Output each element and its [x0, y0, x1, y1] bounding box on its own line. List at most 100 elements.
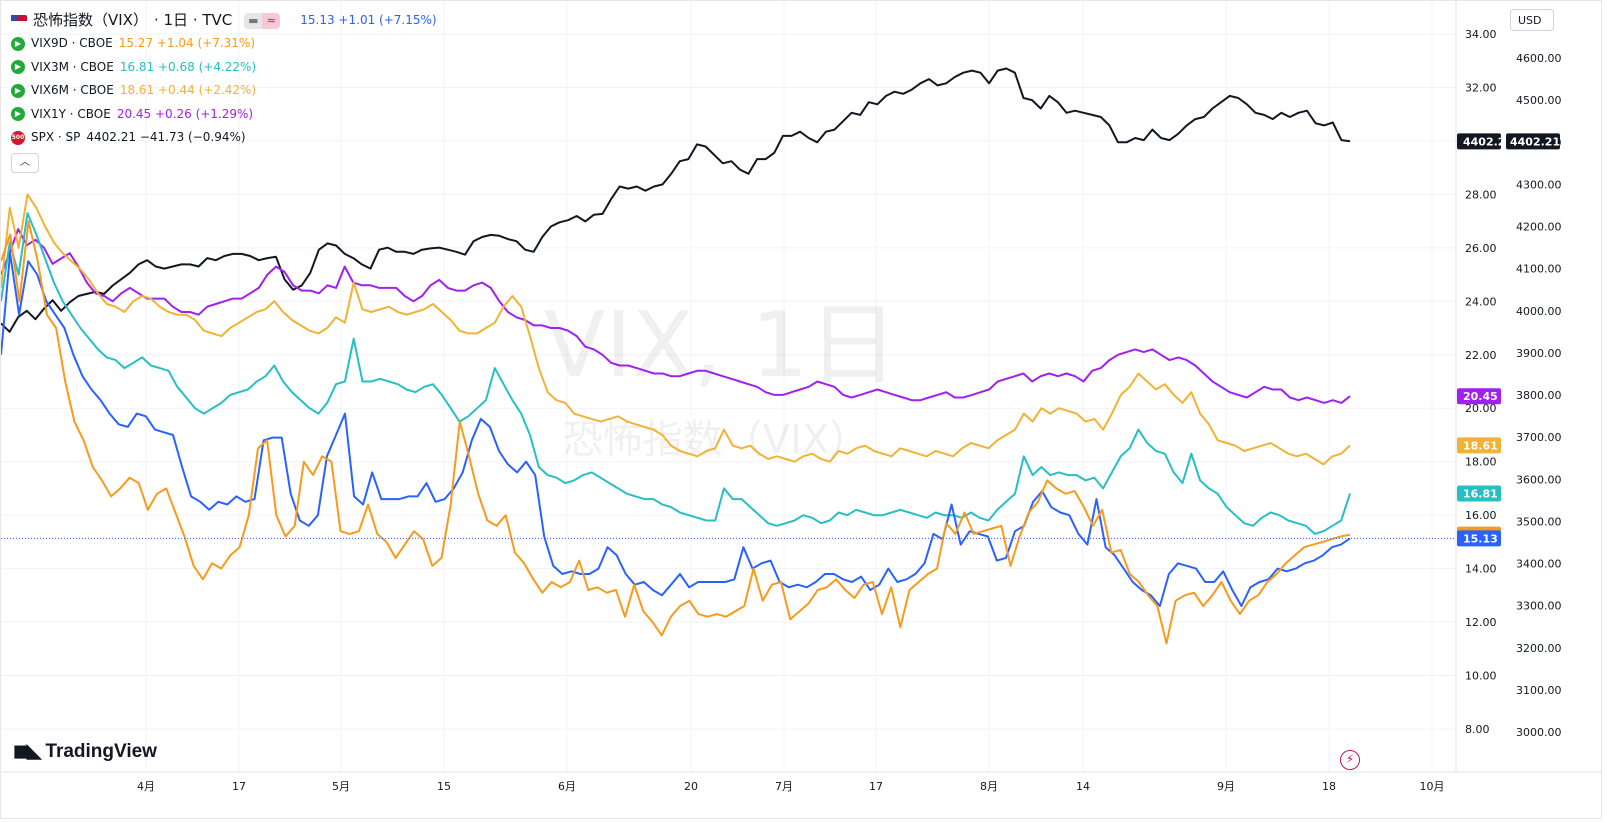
y-right-tick-label: 4600.00 [1516, 52, 1562, 65]
series-line-spx [1, 67, 1351, 333]
play-icon [11, 83, 25, 98]
chevron-up-icon: ︿ [20, 156, 30, 168]
x-tick-label: 17 [869, 780, 883, 793]
y-right-tick-label: 3100.00 [1516, 684, 1562, 697]
y-right-tick-label: 3000.00 [1516, 726, 1562, 739]
x-tick-label: 15 [437, 780, 451, 793]
watermark-title: VIX, 1日 [544, 293, 898, 398]
last-value-text: 15.13 [1463, 532, 1498, 545]
minus-icon[interactable]: ▬ [244, 12, 263, 29]
tradingview-logo-icon: ◼◣ [13, 741, 41, 762]
y-right-tick-label: 4100.00 [1516, 263, 1562, 276]
y-right-tick-label: 4000.00 [1516, 305, 1562, 318]
y-right-tick-label: 3900.00 [1516, 347, 1562, 360]
legend-symbol: VIX6M · CBOE [31, 83, 114, 97]
y-right-tick-label: 3600.00 [1516, 473, 1562, 486]
approx-icon[interactable]: ≈ [262, 12, 281, 29]
series-line-vix [1, 252, 1351, 607]
series-toggle-pill[interactable]: ▬ ≈ [244, 12, 281, 29]
y-right-tick-label: 3200.00 [1516, 642, 1562, 655]
legend-main-row[interactable]: 恐怖指数（VIX） · 1日 · TVC ▬ ≈ 15.13 +1.01 (+7… [11, 9, 437, 32]
legend-quote: 16.81 +0.68 (+4.22%) [119, 59, 257, 74]
play-icon [11, 36, 25, 51]
last-value-badge [1457, 388, 1501, 405]
legend-row-spx[interactable]: 500 SPX · SP 4402.21 −41.73 (−0.94%) [11, 126, 437, 150]
y-left-tick-label: 18.00 [1465, 456, 1497, 469]
y-left-tick-label: 26.00 [1465, 242, 1497, 255]
legend-row-vix6m[interactable]: VIX6M · CBOE 18.61 +0.44 (+2.42%) [11, 79, 437, 103]
y-left-tick-label: 32.00 [1465, 81, 1497, 94]
y-left-tick-label: 8.00 [1465, 723, 1490, 736]
spx-500-icon: 500 [11, 130, 25, 145]
x-tick-label: 4月 [137, 780, 155, 793]
collapse-legend-button[interactable]: ︿ [11, 152, 39, 173]
legend-quote: 4402.21 −41.73 (−0.94%) [86, 130, 246, 144]
last-value-text: 16.81 [1463, 488, 1498, 501]
last-value-text: 4402.21 [1463, 135, 1513, 148]
last-value-badge [1457, 437, 1501, 454]
x-tick-label: 10月 [1420, 780, 1445, 793]
legend-symbol: SPX · SP [31, 130, 81, 144]
x-tick-label: 5月 [332, 780, 350, 793]
last-value-text: 18.61 [1463, 439, 1498, 452]
tradingview-logo[interactable]: ◼◣ TradingView [13, 740, 157, 763]
legend-row-vix1y[interactable]: VIX1Y · CBOE 20.45 +0.26 (+1.29%) [11, 103, 437, 127]
series-line-vix3m [1, 212, 1351, 535]
y-right-tick-label: 3800.00 [1516, 389, 1562, 402]
x-tick-label: 8月 [980, 780, 998, 793]
legend-symbol: VIX1Y · CBOE [31, 106, 111, 121]
spx-axis-badge-text: 4402.21 [1510, 135, 1560, 148]
spx-axis-badge [1506, 133, 1560, 150]
y-right-tick-label: 4500.00 [1516, 94, 1562, 107]
x-tick-label: 6月 [558, 780, 576, 793]
x-tick-label: 14 [1076, 780, 1090, 793]
x-tick-label: 7月 [775, 780, 793, 793]
main-series-title: 恐怖指数（VIX） [33, 10, 148, 29]
y-left-tick-label: 22.00 [1465, 349, 1497, 362]
y-left-tick-label: 24.00 [1465, 295, 1497, 308]
legend-row-vix3m[interactable]: VIX3M · CBOE 16.81 +0.68 (+4.22%) [11, 56, 437, 80]
x-tick-label: 18 [1322, 780, 1336, 793]
series-lines [1, 67, 1456, 645]
x-tick-label: 17 [232, 780, 246, 793]
series-line-vix9d [1, 220, 1351, 645]
watermark-subtitle: 恐怖指数（VIX） [563, 417, 870, 463]
y-left-tick-label: 10.00 [1465, 670, 1497, 683]
legend-quote: 20.45 +0.26 (+1.29%) [116, 106, 254, 121]
legend-row-vix9d[interactable]: VIX9D · CBOE 15.27 +1.04 (+7.31%) [11, 32, 437, 56]
y-right-tick-label: 3400.00 [1516, 558, 1562, 571]
currency-selector[interactable]: USD [1510, 9, 1554, 31]
y-left-tick-label: 14.00 [1465, 563, 1497, 576]
y-left-tick-label: 28.00 [1465, 188, 1497, 201]
y-left-tick-label: 34.00 [1465, 28, 1497, 41]
y-left-tick-label: 20.00 [1465, 402, 1497, 415]
last-value-text: 20.45 [1463, 390, 1498, 403]
us-flag-icon [11, 14, 27, 27]
y-right-tick-label: 4200.00 [1516, 221, 1562, 234]
y-right-tick-label: 4300.00 [1516, 178, 1562, 191]
last-value-badge [1457, 485, 1501, 502]
legend-symbol: VIX3M · CBOE [31, 59, 114, 74]
y-right-tick-label: 3300.00 [1516, 600, 1562, 613]
last-value-badge [1457, 530, 1501, 547]
main-series-quote: 15.13 +1.01 (+7.15%) [300, 12, 437, 27]
legend-quote: 15.27 +1.04 (+7.31%) [118, 36, 256, 50]
watermark: VIX, 1日 恐怖指数（VIX） [544, 293, 898, 463]
y-right-tick-label: 3700.00 [1516, 431, 1562, 444]
axes: 34.0032.0030.0028.0026.0024.0022.0020.00… [1, 1, 1601, 793]
last-value-badge [1457, 133, 1501, 150]
grid [1, 1, 1456, 772]
lightning-icon[interactable]: ⚡ [1340, 750, 1360, 770]
series-line-vix6m [1, 193, 1351, 466]
x-tick-label: 9月 [1217, 780, 1235, 793]
legend: 恐怖指数（VIX） · 1日 · TVC ▬ ≈ 15.13 +1.01 (+7… [11, 9, 437, 173]
x-tick-label: 20 [684, 780, 698, 793]
brand-name: TradingView [45, 740, 157, 762]
y-left-tick-label: 12.00 [1465, 616, 1497, 629]
y-right-tick-label: 3500.00 [1516, 515, 1562, 528]
series-line-vix1y [1, 228, 1351, 404]
legend-symbol: VIX9D · CBOE [31, 36, 113, 50]
play-icon [11, 107, 25, 122]
